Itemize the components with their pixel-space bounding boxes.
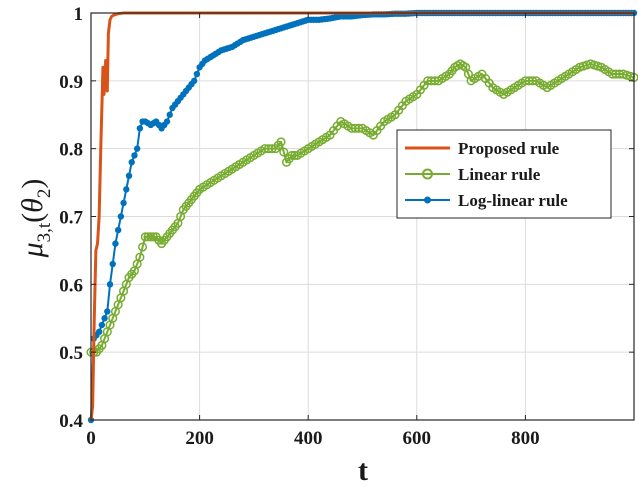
data-point — [109, 260, 116, 268]
data-point — [190, 77, 198, 85]
x-tick-labels: 0 200 400 600 800 — [86, 428, 539, 449]
data-point — [128, 159, 135, 166]
y-tick-label: 0.7 — [59, 208, 83, 229]
data-point — [276, 137, 286, 147]
series-layer — [86, 9, 638, 424]
data-point — [287, 150, 297, 160]
y-axis-title-theta: θ — [16, 198, 49, 213]
x-tick-label: 400 — [294, 428, 323, 449]
y-tick-labels: 0.4 0.5 0.6 0.7 0.8 0.9 1 — [59, 4, 83, 432]
data-point — [166, 111, 173, 118]
y-tick-label: 0.8 — [59, 140, 83, 161]
data-point — [279, 147, 289, 157]
data-point — [95, 328, 103, 336]
legend-label-linear-rule: Linear rule — [458, 165, 541, 184]
y-axis-title-paren-close: ) — [16, 179, 49, 189]
y-tick-label: 0.6 — [59, 275, 83, 296]
y-axis-title: μ3,t(θ2) — [16, 179, 55, 259]
y-axis-title-paren-open: ( — [16, 213, 49, 223]
y-tick-label: 1 — [74, 4, 84, 25]
x-tick-label: 0 — [86, 428, 96, 449]
y-axis-title-theta-subscript: 2 — [34, 189, 55, 199]
data-point — [106, 281, 114, 288]
data-point — [114, 226, 122, 234]
x-tick-label: 800 — [511, 428, 540, 449]
legend-label-log-linear-rule: Log-linear rule — [458, 191, 568, 210]
data-point — [112, 240, 119, 247]
data-point — [125, 172, 133, 179]
legend-entry-proposed-rule: Proposed rule — [405, 139, 560, 158]
y-axis-title-subscript: 3,t — [34, 222, 55, 242]
data-point — [163, 118, 171, 125]
data-point — [135, 252, 145, 262]
data-point — [136, 125, 144, 132]
legend: Proposed rule Linear rule Log-linear rul… — [396, 129, 612, 219]
data-point — [104, 308, 111, 315]
x-tick-label: 600 — [403, 428, 432, 449]
data-point — [117, 213, 125, 220]
x-tick-label: 200 — [185, 428, 214, 449]
legend-entry-log-linear-rule: Log-linear rule — [405, 191, 568, 210]
data-point — [133, 145, 141, 152]
data-point — [131, 152, 138, 159]
tick-marks — [90, 12, 634, 421]
y-tick-label: 0.9 — [59, 72, 83, 93]
legend-label-proposed-rule: Proposed rule — [458, 139, 560, 158]
data-point — [193, 70, 201, 78]
data-point — [123, 186, 130, 193]
legend-entry-linear-rule: Linear rule — [405, 165, 541, 184]
legend-marker-log-linear-rule — [424, 196, 431, 204]
x-axis-title: t — [358, 454, 368, 487]
legend-marker-linear-rule — [422, 168, 433, 180]
data-point — [146, 232, 156, 242]
data-point — [101, 315, 108, 322]
data-point — [98, 321, 106, 329]
data-point — [120, 199, 127, 207]
y-axis-title-symbol: μ — [16, 242, 49, 258]
y-tick-label: 0.4 — [59, 411, 83, 432]
data-point — [138, 242, 148, 252]
y-tick-label: 0.5 — [59, 343, 83, 364]
